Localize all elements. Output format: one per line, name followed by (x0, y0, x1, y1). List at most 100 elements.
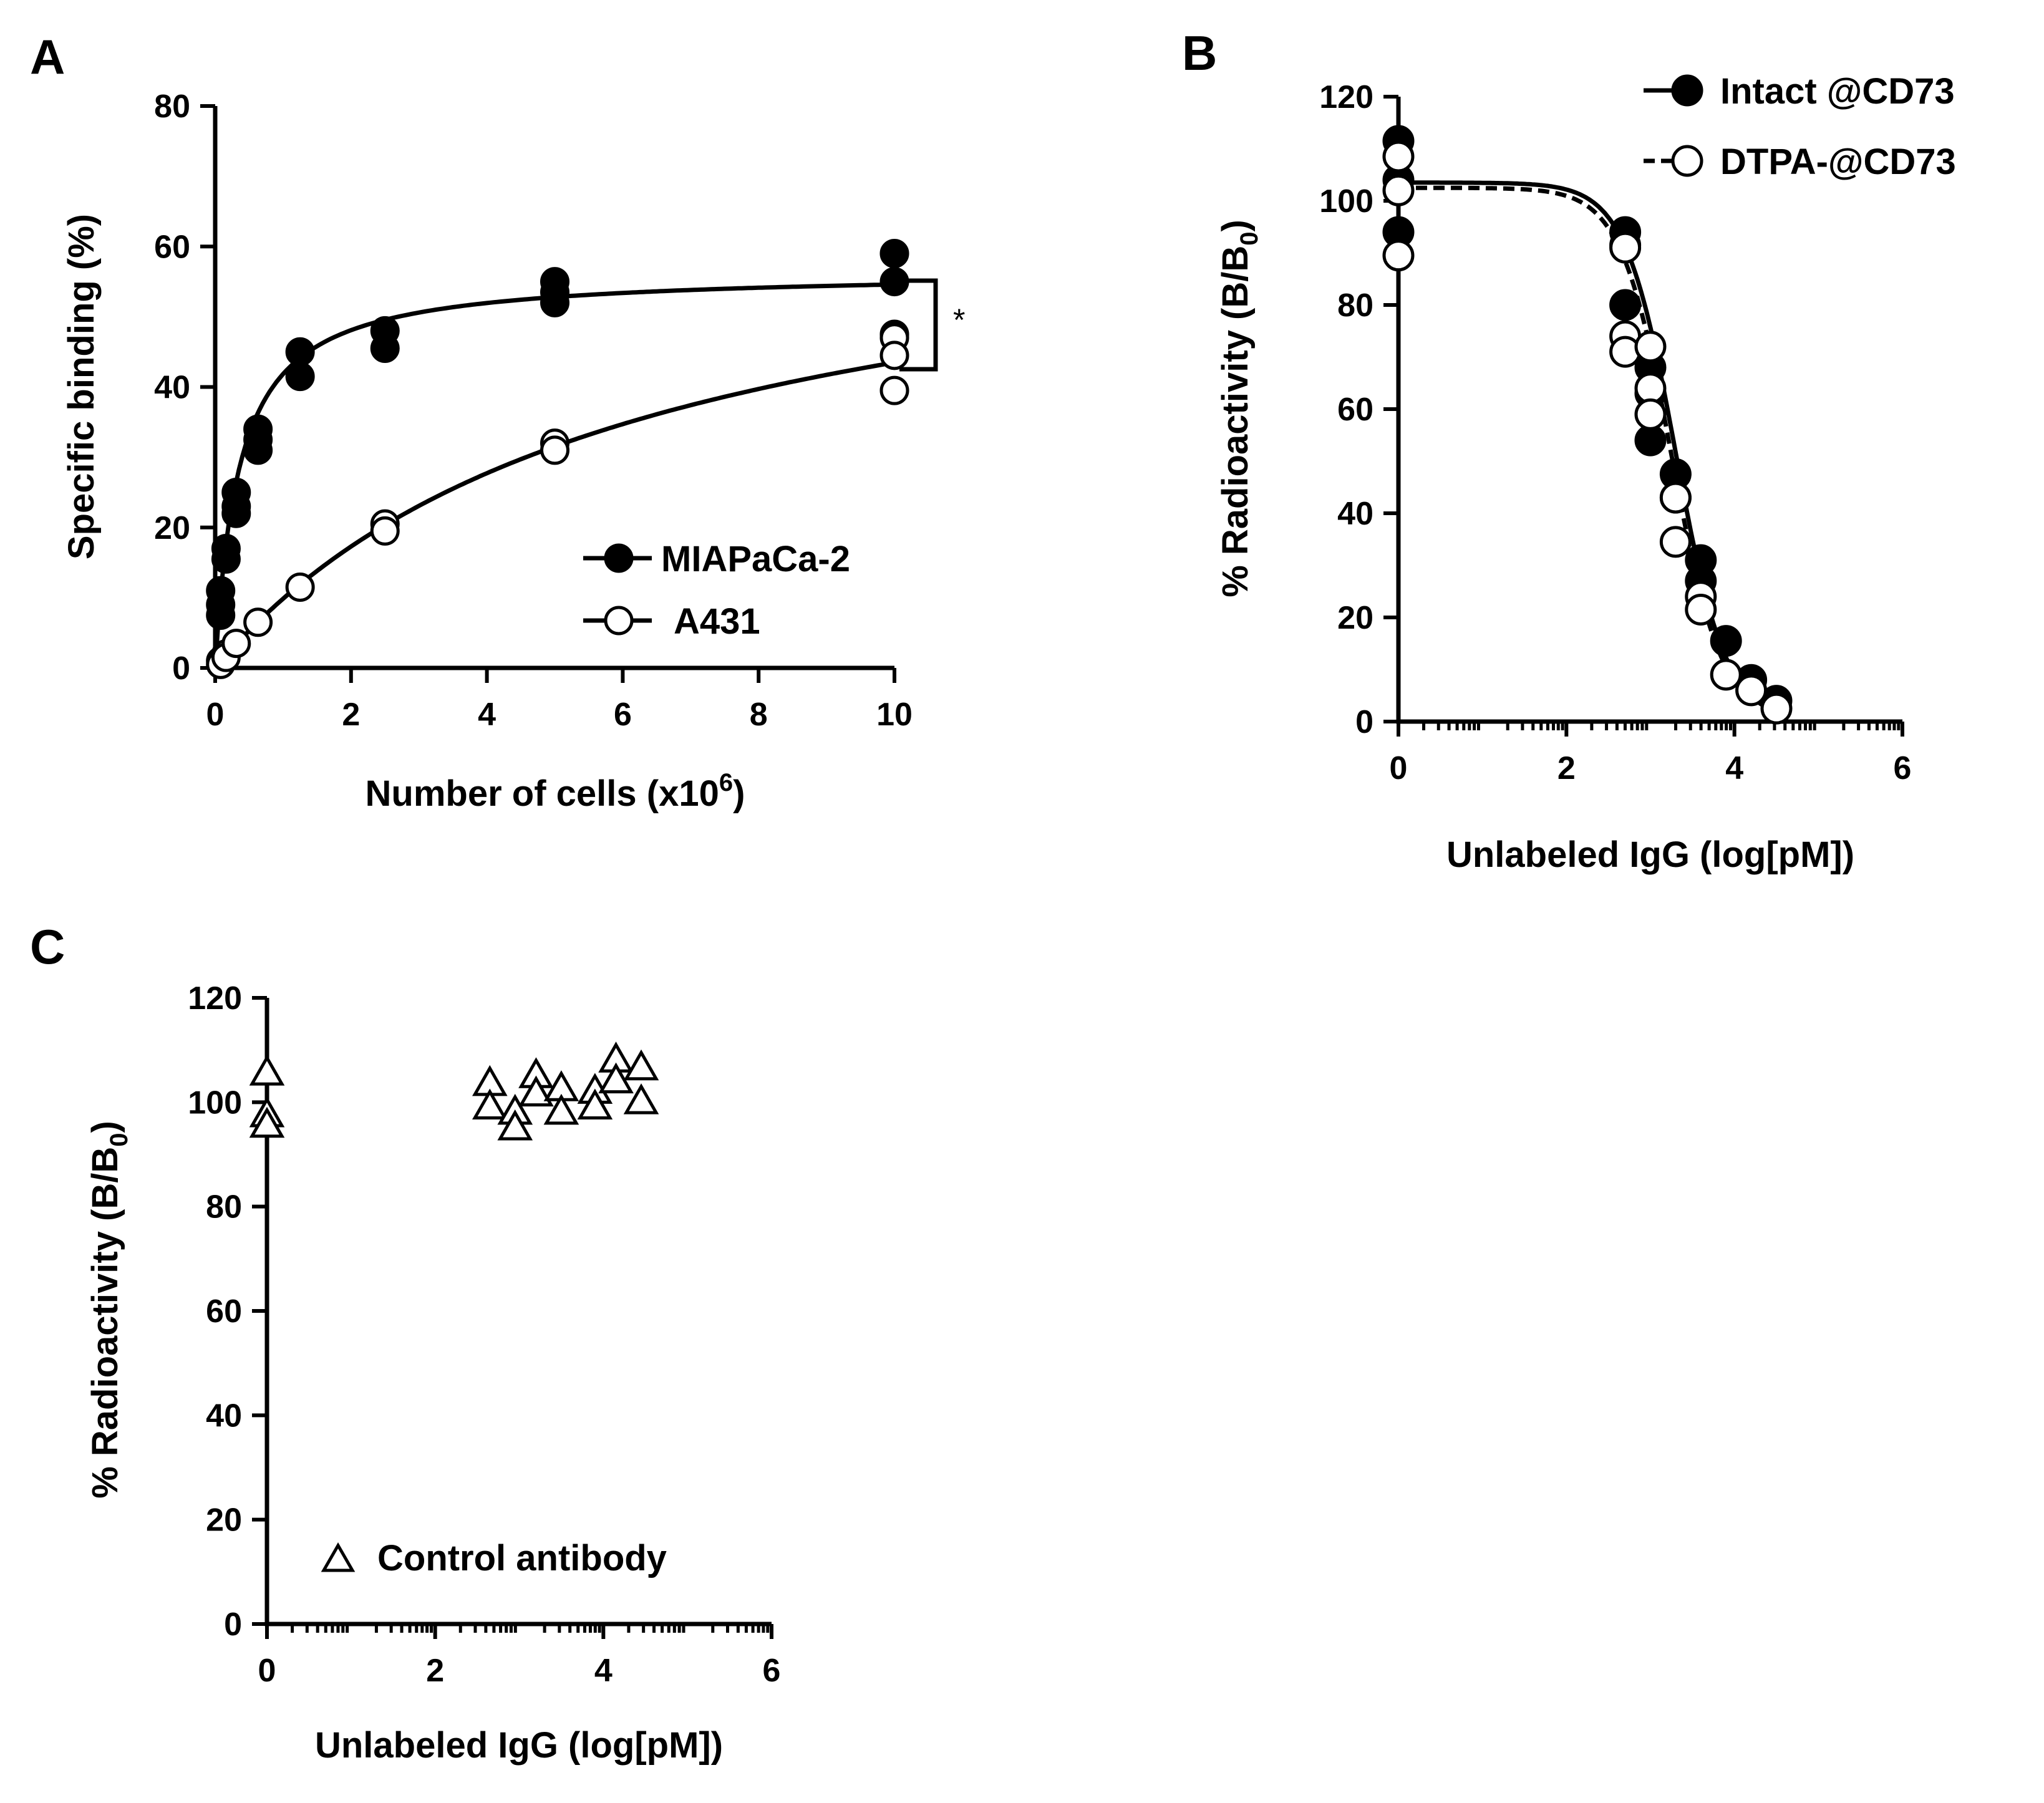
data-point-dtpa-cd73 (1659, 481, 1692, 514)
y-tick-label: 100 (188, 1085, 242, 1121)
y-tick-label: 20 (1337, 600, 1373, 636)
data-point-a431 (879, 375, 909, 405)
x-tick-label: 8 (750, 697, 768, 733)
y-tick-label: 120 (188, 980, 242, 1017)
data-point-miapaca-2 (540, 288, 569, 317)
data-point-control-antibody (518, 1075, 554, 1107)
panel-a-ticks: 0 20 40 60 80 0 2 4 6 8 10 (154, 89, 913, 733)
x-tick-label: 6 (1894, 750, 1912, 786)
data-point-dtpa-cd73 (1609, 336, 1642, 368)
x-tick-label: 0 (1390, 750, 1408, 786)
data-point-control-antibody (249, 1055, 285, 1086)
data-point-a431 (285, 572, 315, 602)
data-point-control-antibody (623, 1083, 659, 1114)
panel-c-y-axis-label: % Radioactivity (B/B0) (85, 1121, 133, 1499)
data-point-dtpa-cd73 (1609, 231, 1642, 264)
data-point-a431 (879, 341, 909, 370)
data-point-a431 (540, 435, 569, 465)
y-tick-label: 80 (1337, 288, 1373, 324)
data-point-miapaca-2 (285, 362, 315, 392)
panel-c-axes (264, 998, 772, 1627)
y-tick-label: 60 (154, 229, 190, 265)
legend-marker-miapaca2 (604, 543, 634, 573)
panel-a-y-axis-label: Specific binding (%) (61, 214, 102, 559)
y-tick-label: 0 (172, 650, 190, 687)
panel-a-fit-curve-miapaca2 (213, 282, 895, 669)
data-point-a431 (221, 629, 251, 659)
data-point-miapaca-2 (285, 337, 315, 367)
x-tick-label: 2 (426, 1653, 444, 1689)
legend-label-a431: A431 (674, 601, 760, 642)
y-tick-label: 20 (154, 510, 190, 546)
x-tick-label: 4 (478, 697, 496, 733)
legend-label-control: Control antibody (377, 1538, 667, 1578)
data-point-intact-cd73 (1710, 625, 1742, 657)
data-point-dtpa-cd73 (1659, 526, 1692, 558)
data-point-dtpa-cd73 (1382, 239, 1415, 272)
data-point-dtpa-cd73 (1634, 331, 1667, 363)
data-point-miapaca-2 (370, 334, 400, 364)
data-point-dtpa-cd73 (1735, 674, 1768, 707)
panel-a-points (206, 239, 909, 679)
data-point-dtpa-cd73 (1685, 593, 1717, 626)
significance-bracket (899, 278, 938, 372)
legend-label-dtpa: DTPA-@CD73 (1720, 142, 1956, 182)
panel-a-x-axis-label: Number of cells (x106) (366, 769, 745, 814)
x-tick-label: 6 (763, 1653, 781, 1689)
legend-label-intact: Intact @CD73 (1720, 71, 1955, 112)
y-tick-label: 40 (1337, 496, 1373, 532)
x-tick-label: 10 (876, 697, 913, 733)
x-tick-label: 4 (1725, 750, 1743, 786)
y-tick-label: 20 (206, 1502, 242, 1539)
panel-label-b: B (1182, 26, 1217, 80)
panel-b-chart: 0 20 40 60 80 100 120 0 2 4 6 Unlabeled IgG (log[p… (1215, 71, 1956, 875)
data-point-dtpa-cd73 (1382, 140, 1415, 173)
data-point-dtpa-cd73 (1760, 692, 1793, 725)
panel-a-fit-curve-a431 (213, 360, 895, 670)
y-tick-label: 80 (206, 1189, 242, 1225)
y-tick-label: 60 (1337, 392, 1373, 428)
y-tick-label: 80 (154, 89, 190, 125)
x-tick-label: 2 (1557, 750, 1576, 786)
data-point-dtpa-cd73 (1634, 372, 1667, 405)
data-point-intact-cd73 (1609, 289, 1642, 321)
y-tick-label: 40 (154, 370, 190, 406)
y-tick-label: 100 (1319, 183, 1373, 220)
panel-b-points (1382, 125, 1793, 725)
data-point-control-antibody (249, 1106, 285, 1138)
panel-a-axes (213, 106, 894, 670)
legend-label-miapaca2: MIAPaCa-2 (661, 539, 850, 579)
data-point-miapaca-2 (879, 239, 909, 269)
data-point-control-antibody (598, 1062, 634, 1094)
x-tick-label: 4 (594, 1653, 613, 1689)
data-point-a431 (370, 516, 400, 546)
data-point-miapaca-2 (243, 435, 273, 465)
data-point-control-antibody (543, 1093, 579, 1125)
panel-c-chart: 0 20 40 60 80 100 120 0 2 4 6 Unlabeled IgG (log[p… (85, 980, 780, 1766)
data-point-control-antibody (472, 1088, 508, 1119)
data-point-dtpa-cd73 (1634, 398, 1667, 430)
data-point-control-antibody (497, 1109, 533, 1141)
y-tick-label: 0 (224, 1607, 242, 1643)
data-point-dtpa-cd73 (1382, 174, 1415, 206)
data-point-a431 (243, 607, 273, 637)
x-tick-label: 0 (206, 697, 225, 733)
data-point-control-antibody (623, 1049, 659, 1081)
x-tick-label: 0 (258, 1653, 276, 1689)
significance-star: * (953, 302, 965, 337)
y-tick-label: 40 (206, 1398, 242, 1434)
panel-a-legend: MIAPaCa-2 A431 (583, 539, 850, 642)
panel-b-x-axis-label: Unlabeled IgG (log[pM]) (1446, 834, 1854, 875)
data-point-control-antibody (577, 1088, 613, 1119)
y-tick-label: 0 (1355, 704, 1373, 740)
legend-marker-a431 (604, 606, 634, 636)
data-point-miapaca-2 (221, 498, 251, 528)
panel-b-y-axis-label: % Radioactivity (B/B0) (1215, 220, 1263, 597)
x-tick-label: 6 (614, 697, 632, 733)
data-point-miapaca-2 (211, 544, 241, 574)
y-tick-label: 120 (1319, 79, 1373, 115)
data-point-intact-cd73 (1634, 424, 1667, 457)
panel-b-axes (1396, 97, 1902, 724)
panel-a-chart: 0 20 40 60 80 0 2 4 6 8 10 * Number of cells (x106… (61, 89, 965, 814)
